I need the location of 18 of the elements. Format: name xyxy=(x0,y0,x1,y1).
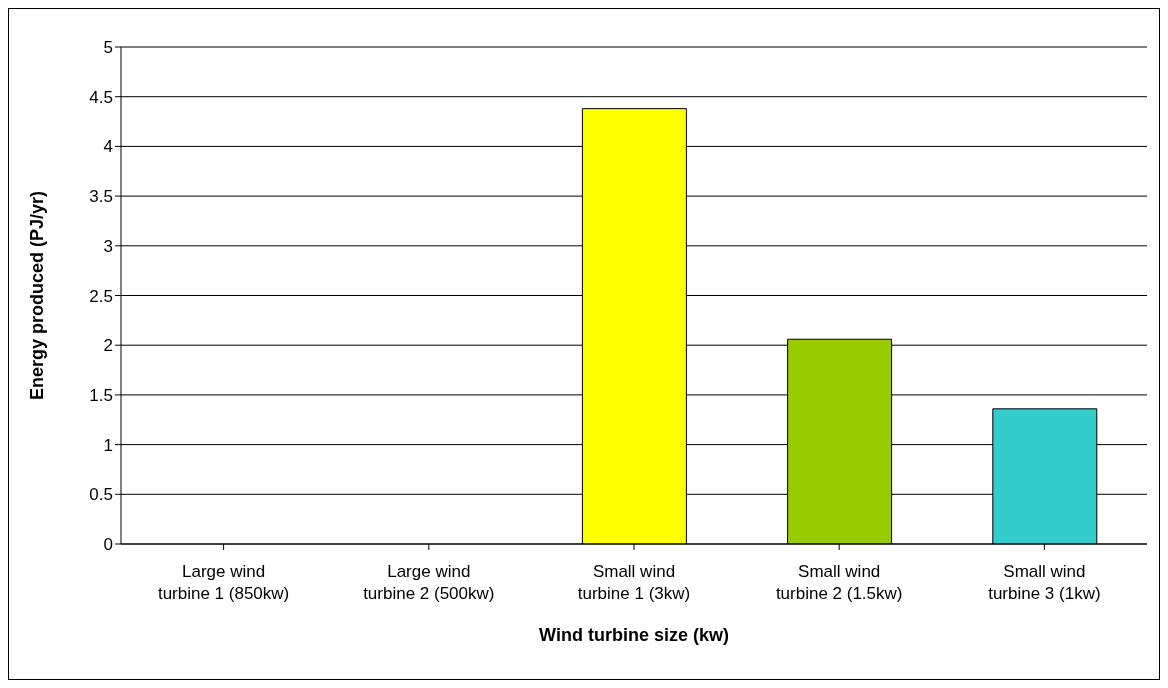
x-tick-label: Small wind turbine 2 (1.5kw) xyxy=(775,562,903,603)
x-tick-label: Small wind turbine 1 (3kw) xyxy=(577,562,691,603)
x-tick-label: Large wind turbine 1 (850kw) xyxy=(157,562,290,603)
y-tick-label: 0.5 xyxy=(89,485,113,505)
x-tick-label: Small wind turbine 3 (1kw) xyxy=(988,562,1101,603)
y-tick-label: 1.5 xyxy=(89,385,113,405)
y-tick-label: 4.5 xyxy=(89,87,113,107)
y-tick-label: 1 xyxy=(103,435,113,455)
y-tick-label: 2 xyxy=(103,336,113,356)
y-tick-label: 0 xyxy=(103,535,113,555)
y-tick-label: 2.5 xyxy=(89,286,113,306)
x-tick-label: Large wind turbine 2 (500kw) xyxy=(363,562,495,603)
y-tick-label: 3 xyxy=(103,236,113,256)
y-tick-label: 4 xyxy=(103,137,113,157)
y-tick-label: 5 xyxy=(103,38,113,58)
y-axis-title: Energy produced (PJ/yr) xyxy=(27,190,48,401)
x-axis-title: Wind turbine size (kw) xyxy=(539,625,729,645)
y-tick-label: 3.5 xyxy=(89,187,113,207)
